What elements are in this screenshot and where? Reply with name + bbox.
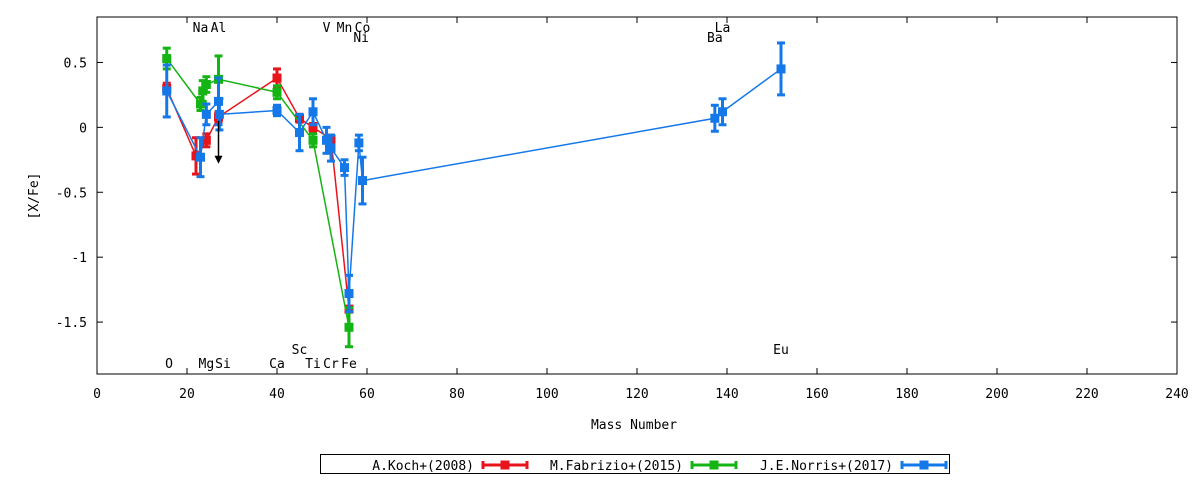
data-point [201, 80, 211, 90]
element-label: La [715, 21, 731, 36]
data-point [308, 107, 318, 117]
element-label: Na [193, 21, 209, 36]
element-label: Si [215, 357, 231, 372]
data-point [214, 109, 224, 119]
series-line [166, 58, 350, 328]
x-tick-label: 180 [895, 387, 918, 402]
element-label: Ca [269, 357, 285, 372]
x-tick-label: 140 [715, 387, 738, 402]
element-label: Fe [341, 357, 357, 372]
legend: A.Koch+(2008) M.Fabrizio+(2015) J.E.Norris… [320, 454, 950, 474]
series-3 [162, 41, 786, 314]
data-point [718, 107, 727, 117]
legend-svg: A.Koch+(2008) M.Fabrizio+(2015) J.E.Norris… [372, 459, 948, 474]
legend-entry-1: A.Koch+(2008) [372, 459, 529, 474]
data-point [340, 163, 349, 173]
legend-label: J.E.Norris+(2017) [760, 459, 893, 474]
x-tick-label: 100 [535, 387, 558, 402]
plot-frame [96, 16, 1178, 375]
x-tick-label: 120 [625, 387, 648, 402]
data-point [344, 289, 354, 299]
x-tick-label: 0 [93, 387, 101, 402]
series-1 [162, 67, 354, 314]
x-tick-label: 240 [1165, 387, 1188, 402]
element-label: Co [355, 21, 371, 36]
y-tick-label: 0.5 [64, 56, 87, 71]
data-point [272, 105, 282, 115]
data-point [295, 128, 304, 138]
x-tick-label: 200 [985, 387, 1008, 402]
data-point [196, 99, 205, 109]
series-layer [162, 41, 786, 349]
element-label: V [323, 21, 331, 36]
data-point [162, 86, 172, 96]
data-point [322, 135, 331, 145]
x-tick-label: 20 [179, 387, 195, 402]
element-label: Eu [773, 343, 789, 358]
legend-entry-2: M.Fabrizio+(2015) [550, 459, 738, 474]
element-label: Ni [353, 31, 369, 46]
element-label: Al [211, 21, 227, 36]
legend-label: A.Koch+(2008) [372, 459, 474, 474]
series-2 [162, 46, 354, 349]
x-tick-label: 40 [269, 387, 285, 402]
data-point [308, 122, 318, 132]
data-point [358, 176, 367, 186]
series-line [166, 68, 782, 294]
data-point [710, 113, 720, 123]
data-point [272, 73, 282, 83]
x-tick-label: 160 [805, 387, 828, 402]
data-point [354, 138, 364, 148]
upper-limit-arrowhead [214, 155, 223, 164]
data-point [201, 109, 211, 119]
data-point [308, 135, 318, 145]
data-point [162, 54, 172, 64]
data-point [196, 152, 205, 162]
element-label: Ti [305, 357, 321, 372]
element-label: Mn [337, 21, 353, 36]
legend-marker [500, 460, 510, 470]
y-tick-label: -1.5 [56, 316, 87, 331]
x-tick-label: 220 [1075, 387, 1098, 402]
series-line [166, 76, 350, 310]
y-tick-label: 0 [79, 121, 87, 136]
legend-entry-3: J.E.Norris+(2017) [760, 459, 948, 474]
x-tick-label: 60 [359, 387, 375, 402]
legend-marker [919, 460, 929, 470]
axes-layer: 0 20 40 60 80 100 120 140 160 180 200 220 240 0.5 0 -0.… [56, 16, 1189, 402]
element-label: O [165, 357, 173, 372]
element-label: Cr [323, 357, 339, 372]
legend-label: M.Fabrizio+(2015) [550, 459, 683, 474]
y-tick-label: -0.5 [56, 186, 87, 201]
element-label: Sc [292, 343, 308, 358]
x-axis-label: Mass Number [591, 418, 677, 433]
data-point [344, 322, 354, 332]
y-tick-label: -1 [71, 251, 87, 266]
data-point [326, 143, 336, 153]
x-tick-label: 80 [449, 387, 465, 402]
element-label: Mg [199, 357, 215, 372]
data-point [201, 135, 211, 145]
data-point [776, 64, 786, 74]
legend-marker [709, 460, 719, 470]
element-label: Ba [707, 31, 723, 46]
y-axis-label: [X/Fe] [27, 173, 42, 220]
data-point [272, 87, 282, 97]
